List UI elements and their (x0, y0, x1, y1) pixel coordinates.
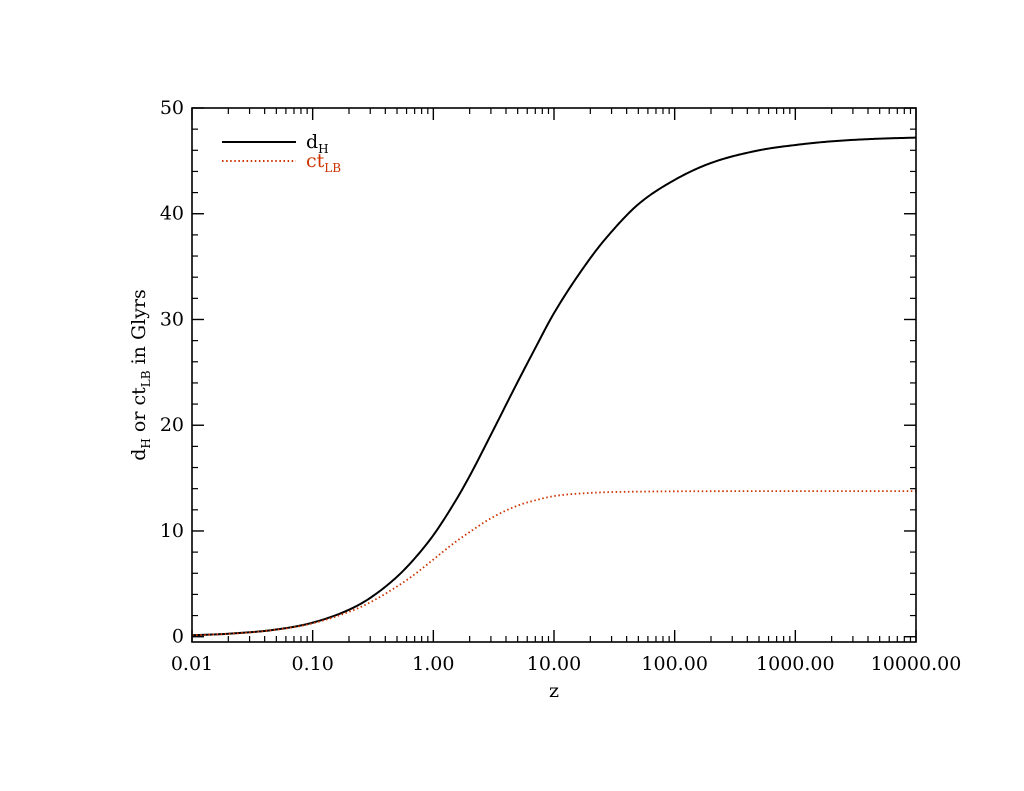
x-tick-label: 10000.00 (871, 653, 962, 675)
plot-frame (191, 107, 917, 643)
y-tick-label: 20 (160, 414, 184, 436)
x-tick-label: 1.00 (412, 653, 454, 675)
y-tick-label: 0 (172, 626, 184, 648)
y-tick-label: 10 (160, 520, 184, 542)
y-axis-title: dH or ctLB in Glyrs (128, 289, 153, 461)
x-tick-label: 0.10 (292, 653, 334, 675)
x-tick-label: 0.01 (171, 653, 213, 675)
axis-ticks (191, 107, 917, 642)
series-line-dh (191, 136, 917, 637)
x-tick-label: 1000.00 (756, 653, 835, 675)
legend: dH ctLB (222, 131, 341, 175)
series-line-ctlb (191, 490, 916, 637)
y-tick-label: 50 (160, 97, 184, 119)
x-tick-label: 10.00 (527, 653, 581, 675)
y-tick-label: 40 (160, 203, 184, 225)
x-axis-title: z (549, 680, 559, 702)
legend-label-dh: dH (306, 131, 329, 156)
tick-labels: 0.01 0.10 1.00 10.00 100.00 1000.00 10000.00 0 1… (160, 97, 962, 675)
y-tick-label: 30 (160, 308, 184, 330)
legend-label-ctlb: ctLB (306, 150, 341, 175)
x-tick-label: 100.00 (641, 653, 707, 675)
plot-series (191, 136, 917, 637)
